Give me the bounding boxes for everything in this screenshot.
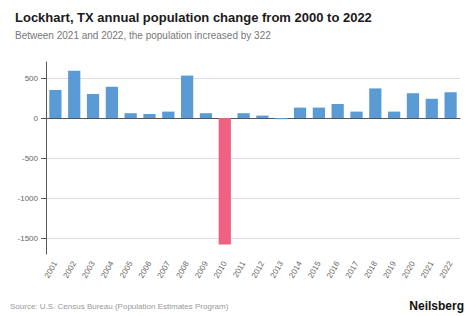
svg-text:2016: 2016 — [325, 259, 342, 279]
svg-text:2009: 2009 — [193, 259, 210, 279]
svg-text:2022: 2022 — [438, 259, 455, 279]
svg-text:2008: 2008 — [174, 259, 191, 279]
svg-text:Lockhart, TX annual population: Lockhart, TX annual population change fr… — [15, 10, 372, 25]
svg-text:2003: 2003 — [80, 259, 97, 279]
svg-text:2007: 2007 — [156, 259, 173, 279]
svg-text:500: 500 — [25, 74, 39, 83]
svg-text:-1500: -1500 — [18, 234, 39, 243]
svg-text:2001: 2001 — [43, 259, 60, 279]
svg-text:2012: 2012 — [250, 259, 267, 279]
svg-text:2015: 2015 — [306, 259, 323, 279]
svg-text:Source: U.S. Census Bureau (Po: Source: U.S. Census Bureau (Population E… — [10, 302, 229, 311]
svg-text:2019: 2019 — [381, 259, 398, 279]
svg-text:2004: 2004 — [99, 259, 116, 279]
svg-text:Neilsberg: Neilsberg — [409, 299, 464, 313]
svg-text:2021: 2021 — [419, 259, 436, 279]
svg-text:2014: 2014 — [287, 259, 304, 279]
svg-text:2018: 2018 — [363, 259, 380, 279]
svg-text:2011: 2011 — [231, 259, 248, 279]
svg-text:0: 0 — [34, 114, 39, 123]
svg-text:-500: -500 — [22, 154, 39, 163]
svg-text:2002: 2002 — [61, 259, 78, 279]
svg-text:2013: 2013 — [268, 259, 285, 279]
svg-text:Between 2021 and 2022, the pop: Between 2021 and 2022, the population in… — [15, 30, 271, 41]
svg-text:2005: 2005 — [118, 259, 135, 279]
svg-text:2017: 2017 — [344, 259, 361, 279]
svg-text:2020: 2020 — [400, 259, 417, 279]
svg-text:-1000: -1000 — [18, 194, 39, 203]
svg-text:2010: 2010 — [212, 259, 229, 279]
svg-text:2006: 2006 — [137, 259, 154, 279]
